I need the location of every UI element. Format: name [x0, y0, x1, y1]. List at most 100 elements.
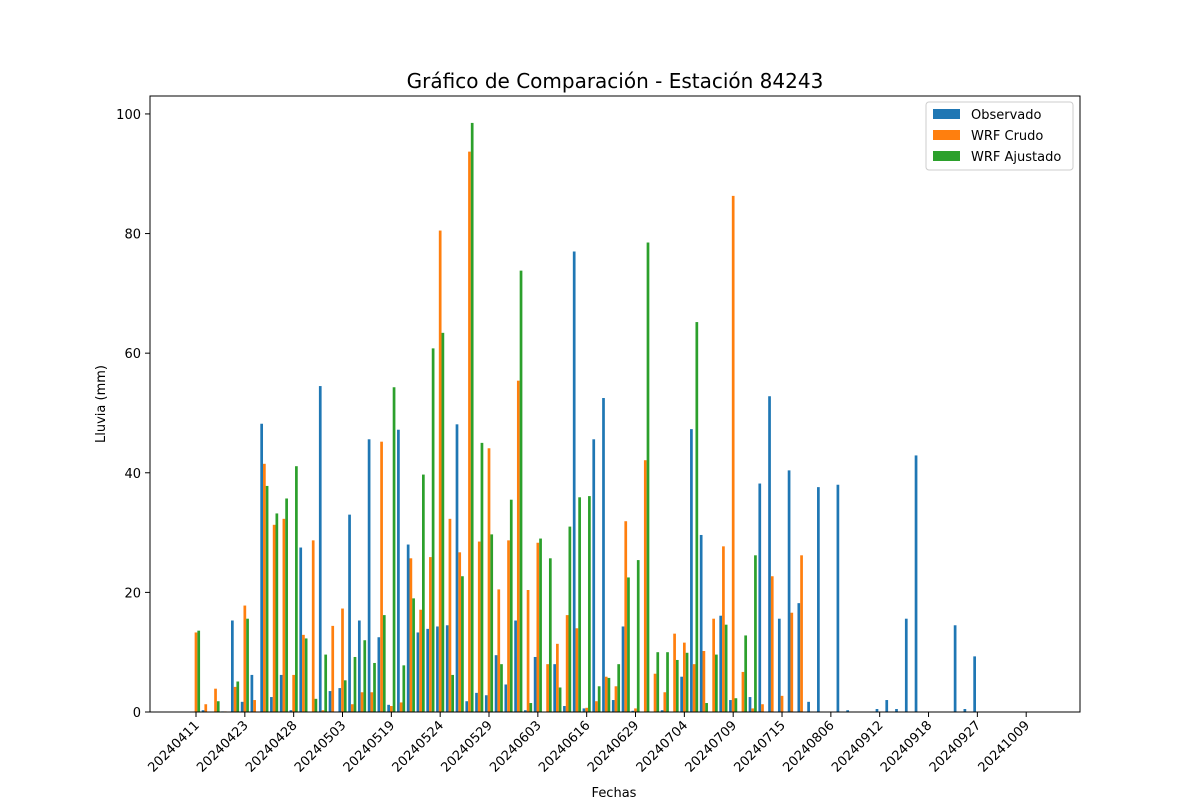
- bar-wrf-crudo: [536, 542, 540, 712]
- bar-observado: [465, 701, 469, 712]
- bar-wrf-ajustado: [343, 680, 347, 712]
- bar-wrf-crudo: [546, 664, 549, 712]
- legend-label-crudo: WRF Crudo: [971, 129, 1043, 144]
- bar-observado: [914, 455, 918, 712]
- x-tick-label: 20240428: [243, 718, 300, 775]
- bar-wrf-ajustado: [627, 577, 630, 712]
- bar-observado: [748, 697, 752, 712]
- bar-observado: [231, 620, 234, 712]
- bar-observado: [533, 656, 537, 712]
- bar-wrf-ajustado: [392, 387, 396, 712]
- bar-observado: [631, 710, 635, 712]
- bar-wrf-ajustado: [451, 674, 455, 712]
- bar-wrf-ajustado: [636, 560, 640, 712]
- bar-wrf-crudo: [722, 546, 725, 712]
- legend: Observado WRF Crudo WRF Ajustado: [925, 101, 1074, 171]
- bar-wrf-ajustado: [422, 474, 425, 712]
- x-axis: 2024041120240423202404282024050320240519…: [145, 712, 1033, 776]
- x-tick-label: 20240519: [341, 718, 398, 775]
- bar-wrf-ajustado: [304, 638, 308, 712]
- x-axis-label: Fechas: [592, 786, 637, 800]
- bar-observado: [328, 691, 332, 712]
- bar-wrf-ajustado: [666, 652, 669, 712]
- plot-area: [194, 122, 976, 712]
- bar-wrf-crudo: [614, 686, 618, 712]
- y-tick-label: 60: [124, 347, 141, 362]
- bar-wrf-ajustado: [715, 654, 718, 712]
- bar-observado: [973, 656, 976, 712]
- bar-wrf-ajustado: [519, 270, 523, 712]
- legend-swatch-ajustado: [933, 151, 960, 161]
- bar-observado: [787, 470, 791, 712]
- bar-wrf-ajustado: [607, 677, 611, 712]
- bar-wrf-crudo: [477, 541, 481, 712]
- bar-wrf-ajustado: [197, 630, 201, 712]
- bar-wrf-ajustado: [646, 242, 650, 712]
- x-tick-label: 20240524: [390, 718, 447, 775]
- bar-observado: [260, 423, 264, 712]
- bar-wrf-ajustado: [236, 681, 240, 712]
- bar-wrf-crudo: [419, 609, 422, 712]
- bar-observado: [416, 632, 420, 712]
- bar-observado: [406, 544, 410, 712]
- bar-wrf-ajustado: [324, 654, 328, 712]
- bar-wrf-ajustado: [675, 659, 679, 712]
- bar-wrf-crudo: [663, 692, 667, 712]
- bar-observado: [611, 700, 615, 712]
- legend-label-observado: Observado: [971, 108, 1042, 123]
- bar-observado: [592, 439, 596, 712]
- bar-wrf-ajustado: [529, 703, 533, 712]
- bar-observado: [250, 674, 254, 712]
- bar-observado: [377, 637, 381, 712]
- bar-wrf-crudo: [624, 521, 628, 712]
- legend-box: [925, 101, 1074, 171]
- bar-wrf-ajustado: [470, 122, 474, 712]
- bar-wrf-ajustado: [754, 555, 757, 712]
- bar-wrf-crudo: [712, 618, 715, 712]
- bar-wrf-crudo: [770, 576, 774, 712]
- bar-observado: [768, 396, 771, 712]
- bar-wrf-ajustado: [568, 526, 572, 712]
- bar-wrf-ajustado: [373, 662, 376, 712]
- bar-observado: [777, 618, 781, 712]
- bar-observado: [660, 710, 664, 712]
- bar-observado: [953, 625, 957, 712]
- bar-observado: [289, 710, 293, 712]
- bar-wrf-crudo: [682, 642, 686, 712]
- bar-wrf-crudo: [204, 704, 208, 712]
- x-tick-label: 20240715: [731, 718, 788, 775]
- bar-wrf-ajustado: [685, 652, 689, 712]
- bar-wrf-crudo: [341, 608, 344, 712]
- bar-observado: [875, 709, 879, 712]
- bar-wrf-crudo: [331, 625, 335, 712]
- bar-wrf-crudo: [751, 708, 755, 712]
- chart-title: Gráfico de Comparación - Estación 84243: [407, 69, 824, 93]
- bar-wrf-crudo: [302, 634, 305, 712]
- bar-observado: [504, 684, 508, 712]
- bar-wrf-ajustado: [539, 538, 542, 712]
- bar-observado: [299, 547, 303, 712]
- y-axis-label: Lluvia (mm): [94, 365, 109, 443]
- bar-observado: [904, 618, 908, 712]
- bar-wrf-ajustado: [597, 686, 601, 712]
- bar-wrf-ajustado: [441, 332, 445, 712]
- bar-observado: [367, 439, 371, 712]
- bar-wrf-crudo: [370, 692, 374, 712]
- bar-wrf-crudo: [507, 540, 510, 712]
- x-tick-label: 20240912: [829, 718, 886, 775]
- bar-wrf-ajustado: [490, 534, 494, 712]
- bar-observado: [524, 710, 527, 712]
- bar-observado: [895, 709, 898, 712]
- bar-observado: [885, 700, 889, 712]
- bar-wrf-ajustado: [724, 624, 728, 712]
- bar-wrf-crudo: [389, 706, 393, 712]
- bar-wrf-crudo: [790, 612, 794, 712]
- bar-wrf-crudo: [673, 633, 676, 712]
- bar-wrf-crudo: [380, 441, 383, 712]
- bar-observado: [758, 483, 762, 712]
- bar-observado: [494, 655, 498, 712]
- bar-observado: [699, 534, 703, 712]
- x-tick-label: 20240411: [145, 718, 202, 775]
- legend-swatch-observado: [933, 109, 960, 119]
- bar-observado: [338, 688, 342, 712]
